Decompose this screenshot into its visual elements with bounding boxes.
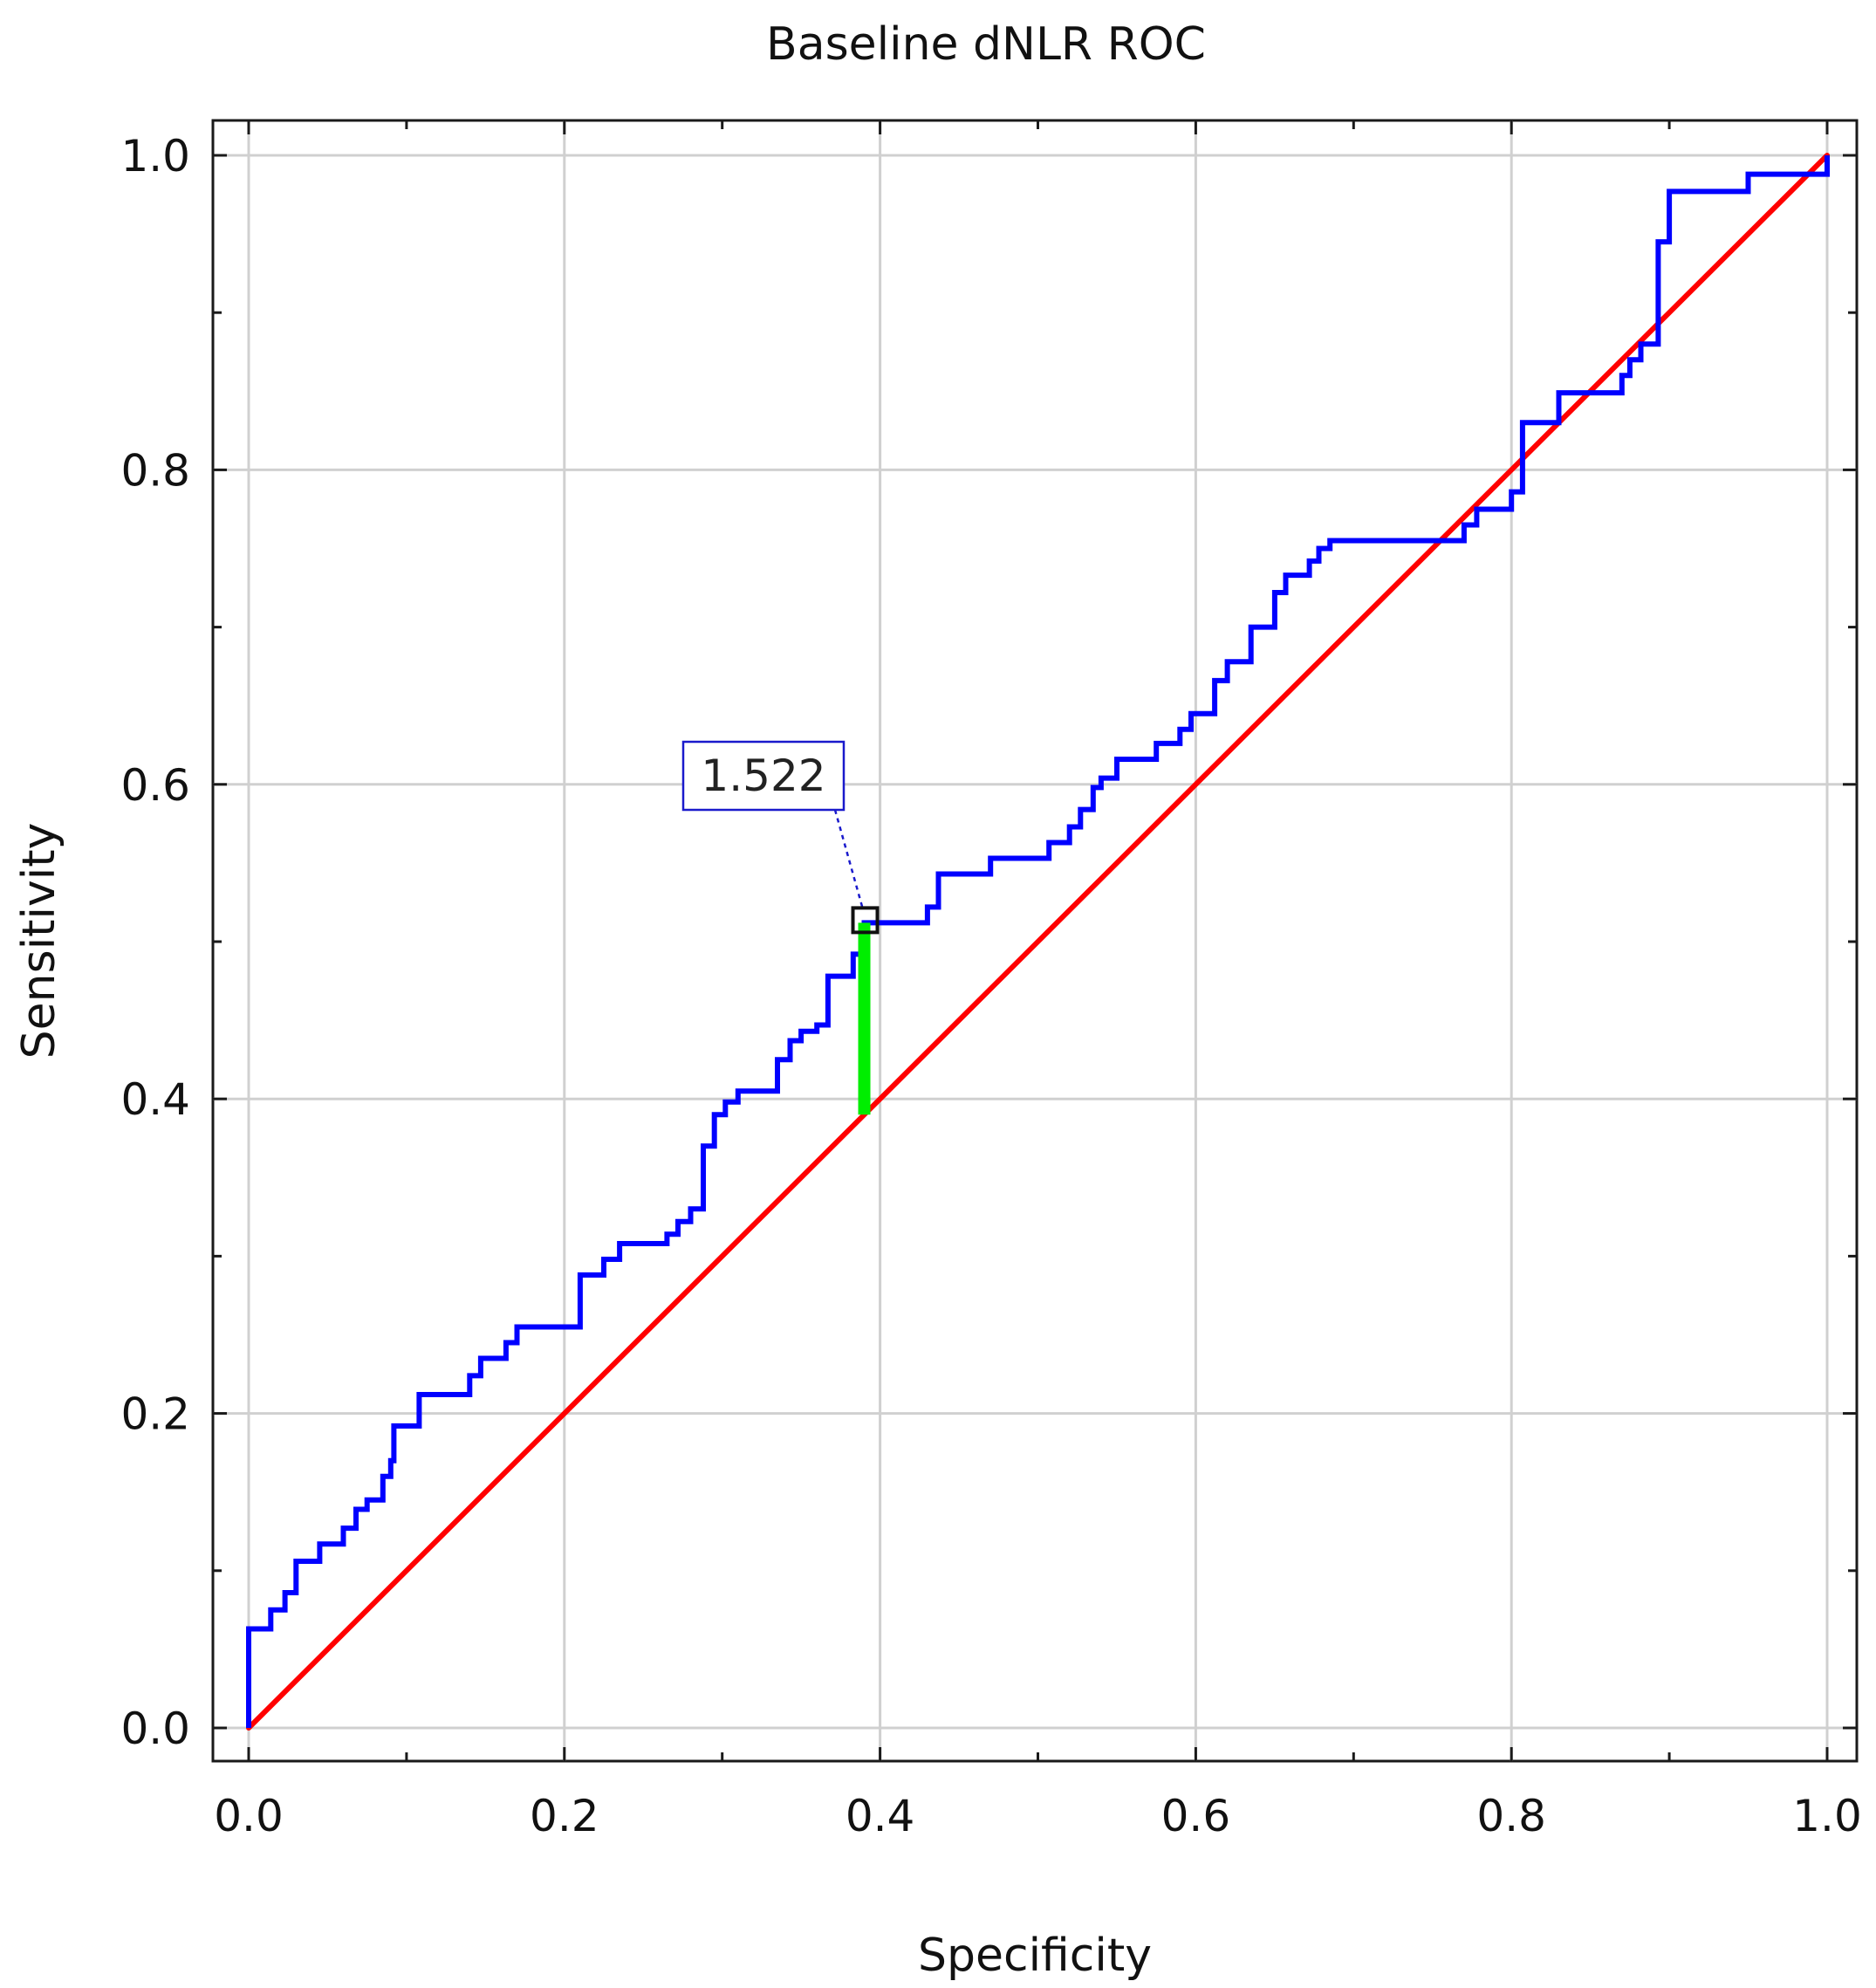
chart-title: Baseline dNLR ROC xyxy=(766,18,1206,71)
minor-ticks xyxy=(213,120,1857,1761)
y-tick-label: 0.2 xyxy=(120,1389,190,1440)
y-tick-label: 0.4 xyxy=(120,1074,190,1125)
x-tick-label: 0.2 xyxy=(530,1791,599,1841)
y-tick-label: 0.6 xyxy=(120,760,190,811)
y-tick-label: 0.0 xyxy=(120,1704,190,1754)
reference-diagonal xyxy=(246,153,1830,1731)
x-tick-label: 0.6 xyxy=(1161,1791,1231,1841)
annotation-box xyxy=(681,740,846,812)
y-tick-labels: 0.0 0.2 0.4 0.6 0.8 1.0 xyxy=(120,131,190,1754)
x-tick-labels: 0.0 0.2 0.4 0.6 0.8 1.0 xyxy=(214,1791,1862,1841)
annotation-label: 1.522 xyxy=(701,751,825,801)
x-tick-label: 0.4 xyxy=(846,1791,915,1841)
annotation-point-marker xyxy=(851,906,880,935)
grid-lines xyxy=(213,120,1857,1761)
x-tick-label: 0.8 xyxy=(1476,1791,1546,1841)
x-axis-title: Specificity xyxy=(918,1930,1152,1982)
x-tick-label: 0.0 xyxy=(214,1791,284,1841)
y-tick-label: 1.0 xyxy=(120,131,190,182)
y-tick-label: 0.8 xyxy=(120,445,190,496)
x-tick-label: 1.0 xyxy=(1792,1791,1862,1841)
y-axis-title: Sensitivity xyxy=(13,823,65,1059)
